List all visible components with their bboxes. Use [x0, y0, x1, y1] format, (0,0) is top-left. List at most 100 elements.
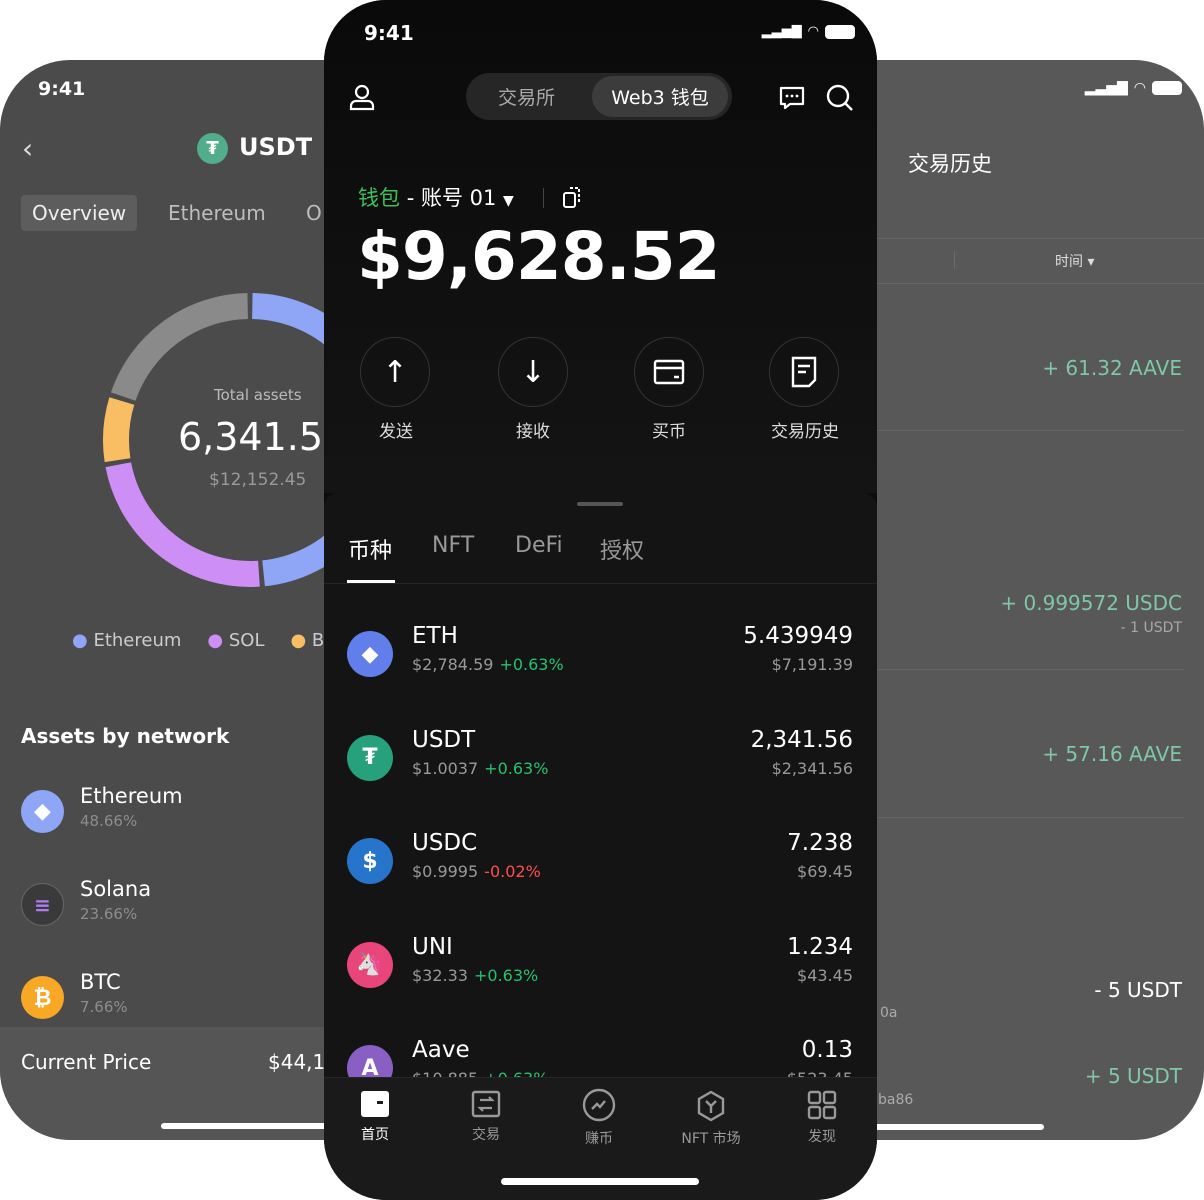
page-title: 交易历史 — [908, 152, 992, 176]
discover-icon — [807, 1090, 837, 1120]
signal-icon: ▂▃▅▇ — [761, 24, 802, 39]
drag-handle[interactable] — [577, 502, 623, 506]
status-time: 9:41 — [364, 21, 414, 45]
send-label: 发送 — [379, 422, 413, 442]
legend-sol: ● SOL — [207, 630, 265, 651]
caret-down-icon: ▼ — [503, 193, 514, 209]
nft-market-icon — [697, 1090, 725, 1122]
token-amount: 2,341.56 — [750, 726, 853, 753]
token-row[interactable]: 🦄 UNI $32.33 +0.63% 1.234 $43.45 — [324, 934, 877, 1034]
tx-amount: + 0.999572 USDC — [1000, 591, 1182, 615]
status-icons: ▂▃▅▇ ◠ — [762, 24, 855, 39]
usdt-icon: ₮ — [197, 133, 228, 164]
divider — [954, 251, 955, 269]
network-name: Solana — [80, 877, 152, 901]
divider — [870, 817, 1184, 818]
token-row[interactable]: ₮ USDT $1.0037 +0.63% 2,341.56 $2,341.56 — [324, 727, 877, 827]
tab-web3-wallet[interactable]: Web3 钱包 — [592, 76, 728, 117]
token-price: $0.9995 -0.02% — [412, 862, 541, 881]
tab-overview[interactable]: Overview — [21, 195, 138, 231]
divider — [870, 669, 1184, 670]
nav-discover[interactable]: 发现 — [772, 1090, 872, 1146]
token-amount: 5.439949 — [743, 623, 853, 649]
token-name: Aave — [412, 1037, 470, 1063]
token-name: USDC — [412, 830, 478, 856]
divider — [543, 188, 544, 208]
status-time: 9:41 — [38, 78, 86, 100]
token-value: $2,341.56 — [771, 758, 853, 778]
nav-home[interactable]: 首页 — [325, 1090, 425, 1144]
token-name: ETH — [412, 623, 458, 649]
token-change: +0.63% — [484, 758, 549, 778]
account-selector[interactable]: 钱包 - 账号 01 ▼ — [358, 182, 514, 212]
token-price: $2,784.59 +0.63% — [412, 655, 564, 674]
search-icon[interactable] — [825, 83, 855, 113]
filter-bar: 时间 ▾ — [590, 238, 1204, 284]
tab-other[interactable]: O — [306, 201, 322, 225]
buy-label: 买币 — [652, 422, 686, 442]
switch-account-icon[interactable] — [562, 185, 584, 209]
token-amount: 7.238 — [787, 830, 853, 856]
solana-icon: ≡ — [21, 883, 64, 926]
eth-icon: ◆ — [347, 631, 393, 677]
card-icon — [653, 359, 685, 385]
page-title: USDT — [239, 133, 313, 161]
tab-exchange[interactable]: 交易所 — [498, 87, 556, 109]
message-icon[interactable] — [778, 84, 806, 112]
token-price: $1.0037 +0.63% — [412, 758, 549, 778]
bitcoin-icon: ₿ — [21, 976, 64, 1019]
assets-panel: 币种 NFT DeFi 授权 ◆ ETH $2,784.59 +0.63% 5.4… — [324, 493, 877, 1093]
tab-nft[interactable]: NFT — [432, 533, 475, 558]
token-price: $32.33 +0.63% — [412, 965, 539, 985]
profile-icon[interactable] — [348, 83, 376, 111]
network-pct: 23.66% — [80, 905, 138, 923]
tx-address: 0a — [880, 1005, 898, 1021]
token-row[interactable]: $ USDC $0.9995 -0.02% 7.238 $69.45 — [324, 830, 877, 930]
token-amount: 1.234 — [787, 933, 853, 960]
tab-approvals[interactable]: 授权 — [600, 539, 645, 564]
receive-button[interactable]: ↓ — [498, 337, 568, 407]
back-icon[interactable]: ‹ — [22, 132, 34, 165]
signal-icon: ▂▃▅▇ — [1084, 80, 1128, 96]
token-name: UNI — [412, 933, 453, 960]
token-value: $43.45 — [797, 965, 853, 985]
current-price-value: $44,1 — [268, 1050, 326, 1074]
home-indicator — [161, 1123, 361, 1129]
tab-tokens[interactable]: 币种 — [348, 539, 393, 564]
nav-nft-market[interactable]: NFT 市场 — [661, 1090, 761, 1148]
token-change: -0.02% — [484, 862, 541, 881]
token-name: USDT — [412, 726, 476, 753]
token-change: +0.63% — [473, 965, 539, 985]
time-filter[interactable]: 时间 ▾ — [1055, 254, 1095, 270]
nav-trade[interactable]: 交易 — [436, 1090, 536, 1144]
account-label: - 账号 01 — [406, 186, 497, 210]
tx-amount: + 5 USDT — [1084, 1064, 1182, 1088]
status-icons: ▂▃▅▇ ◠ — [1085, 80, 1182, 96]
nav-earn[interactable]: 赚币 — [549, 1088, 649, 1148]
divider — [324, 583, 877, 584]
arrow-down-icon: ↓ — [520, 354, 546, 390]
mode-switch: 交易所 Web3 钱包 — [466, 73, 732, 120]
tx-amount: - 5 USDT — [1094, 978, 1182, 1002]
total-assets-usd: $12,152.45 — [209, 470, 307, 490]
buy-button[interactable] — [634, 337, 704, 407]
tx-amount: + 57.16 AAVE — [1042, 742, 1182, 766]
network-pct: 7.66% — [80, 998, 128, 1016]
divider — [870, 430, 1184, 431]
total-assets-value: 6,341.56 — [178, 415, 348, 459]
current-price-label: Current Price — [21, 1050, 152, 1074]
home-indicator — [501, 1178, 699, 1185]
wifi-icon: ◠ — [807, 24, 819, 39]
token-change: +0.63% — [499, 655, 564, 674]
token-row[interactable]: ◆ ETH $2,784.59 +0.63% 5.439949 $7,191.39 — [324, 623, 877, 723]
network-name: Ethereum — [80, 784, 183, 808]
donut-segment-other — [110, 293, 249, 402]
tab-ethereum[interactable]: Ethereum — [168, 201, 266, 225]
history-button[interactable] — [769, 337, 839, 407]
home-indicator — [870, 1124, 1044, 1130]
active-tab-underline — [347, 580, 395, 583]
tab-defi[interactable]: DeFi — [515, 533, 563, 558]
send-button[interactable]: ↑ — [360, 337, 430, 407]
section-title: Assets by network — [21, 724, 230, 748]
battery-icon — [825, 24, 855, 39]
